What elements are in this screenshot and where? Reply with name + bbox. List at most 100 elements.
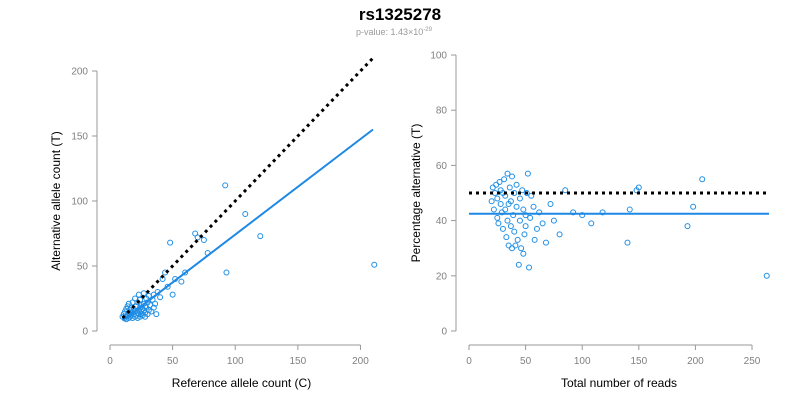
data-point bbox=[513, 181, 520, 188]
data-point bbox=[371, 261, 378, 268]
y-tick-label: 100 bbox=[430, 51, 447, 62]
data-point bbox=[504, 170, 511, 177]
data-point bbox=[223, 269, 230, 276]
data-point bbox=[496, 178, 503, 185]
data-point bbox=[624, 239, 631, 246]
data-point bbox=[635, 184, 642, 191]
x-tick-label: 150 bbox=[630, 356, 647, 367]
data-point bbox=[506, 184, 513, 191]
y-tick-label: 50 bbox=[77, 262, 89, 273]
data-point bbox=[547, 201, 554, 208]
data-point bbox=[522, 223, 529, 230]
data-point bbox=[512, 242, 519, 249]
x-tick-label: 100 bbox=[574, 356, 591, 367]
data-point bbox=[194, 234, 201, 241]
data-point bbox=[626, 206, 633, 213]
x-axis-title: Reference allele count (C) bbox=[172, 376, 311, 390]
data-point bbox=[690, 203, 697, 210]
data-point bbox=[494, 195, 501, 202]
data-point bbox=[550, 217, 557, 224]
x-tick-label: 250 bbox=[744, 356, 761, 367]
data-point bbox=[542, 239, 549, 246]
data-point bbox=[520, 250, 527, 257]
data-point bbox=[164, 283, 171, 290]
data-point bbox=[513, 203, 520, 210]
y-tick-label: 40 bbox=[436, 216, 448, 227]
data-point bbox=[140, 290, 147, 297]
x-tick-label: 200 bbox=[687, 356, 704, 367]
data-point bbox=[524, 170, 531, 177]
y-axis-title: Alternative allele count (T) bbox=[49, 131, 63, 270]
data-point bbox=[157, 294, 164, 301]
y-tick-label: 0 bbox=[441, 327, 447, 338]
y-tick-label: 0 bbox=[82, 327, 88, 338]
data-point bbox=[523, 190, 530, 196]
data-point bbox=[521, 231, 528, 238]
data-point bbox=[492, 190, 499, 196]
data-point bbox=[497, 201, 504, 208]
data-point bbox=[169, 291, 176, 298]
data-point bbox=[152, 300, 159, 307]
data-point bbox=[494, 214, 501, 221]
data-point bbox=[167, 239, 174, 246]
data-point bbox=[562, 187, 569, 194]
data-point bbox=[507, 223, 514, 230]
data-point bbox=[588, 220, 595, 227]
data-point bbox=[516, 195, 523, 202]
y-tick-label: 150 bbox=[71, 132, 88, 143]
data-point bbox=[684, 223, 691, 230]
data-point bbox=[556, 231, 563, 238]
data-point bbox=[599, 209, 606, 216]
x-tick-label: 150 bbox=[290, 356, 307, 367]
data-point bbox=[182, 269, 189, 276]
data-point bbox=[222, 182, 229, 189]
allele-count-scatter-panel: 0 50 100 150 200 0 50 100 150 200 Reference allele… bbox=[49, 56, 378, 390]
data-point bbox=[150, 304, 157, 311]
data-point bbox=[504, 217, 511, 224]
y-tick-label: 60 bbox=[436, 161, 448, 172]
data-point bbox=[511, 228, 518, 235]
data-point bbox=[518, 245, 525, 252]
data-point bbox=[257, 233, 264, 240]
chart-title: rs1325278 bbox=[359, 5, 441, 24]
data-point bbox=[493, 181, 500, 188]
data-point bbox=[570, 209, 577, 216]
percentage-alternative-scatter-panel: 0 50 100 150 200 250 0 20 40 60 80 100 Total number … bbox=[409, 51, 770, 390]
data-point bbox=[510, 212, 517, 219]
data-point bbox=[699, 176, 706, 183]
data-point bbox=[539, 220, 546, 227]
x-axis-title: Total number of reads bbox=[561, 376, 677, 390]
x-tick-label: 200 bbox=[352, 356, 369, 367]
data-point bbox=[509, 245, 516, 252]
y-axis-title: Percentage alternative (T) bbox=[409, 124, 423, 263]
data-point bbox=[242, 211, 249, 217]
data-point bbox=[153, 311, 160, 318]
data-point bbox=[200, 237, 207, 243]
data-point bbox=[499, 225, 506, 232]
y-tick-label: 100 bbox=[71, 197, 88, 208]
data-point bbox=[516, 217, 523, 224]
data-point bbox=[579, 212, 586, 219]
x-tick-label: 100 bbox=[227, 356, 244, 367]
data-point bbox=[503, 234, 510, 241]
data-point bbox=[536, 209, 543, 216]
chart-subtitle: p-value: 1.43×10-29 bbox=[356, 27, 433, 37]
data-point bbox=[501, 176, 508, 183]
data-point bbox=[490, 206, 497, 213]
data-point bbox=[135, 291, 142, 298]
data-point bbox=[763, 272, 770, 279]
x-tick-label: 0 bbox=[466, 356, 472, 367]
y-tick-label: 200 bbox=[71, 67, 88, 78]
data-point bbox=[530, 203, 537, 210]
data-point bbox=[519, 187, 526, 194]
x-tick-label: 50 bbox=[520, 356, 532, 367]
data-point bbox=[526, 264, 532, 271]
x-tick-label: 0 bbox=[107, 356, 113, 367]
data-point bbox=[509, 173, 516, 180]
data-point bbox=[488, 198, 495, 205]
data-point bbox=[507, 198, 514, 205]
data-point bbox=[505, 242, 512, 249]
data-point bbox=[528, 192, 535, 199]
y-tick-label: 20 bbox=[436, 271, 448, 282]
